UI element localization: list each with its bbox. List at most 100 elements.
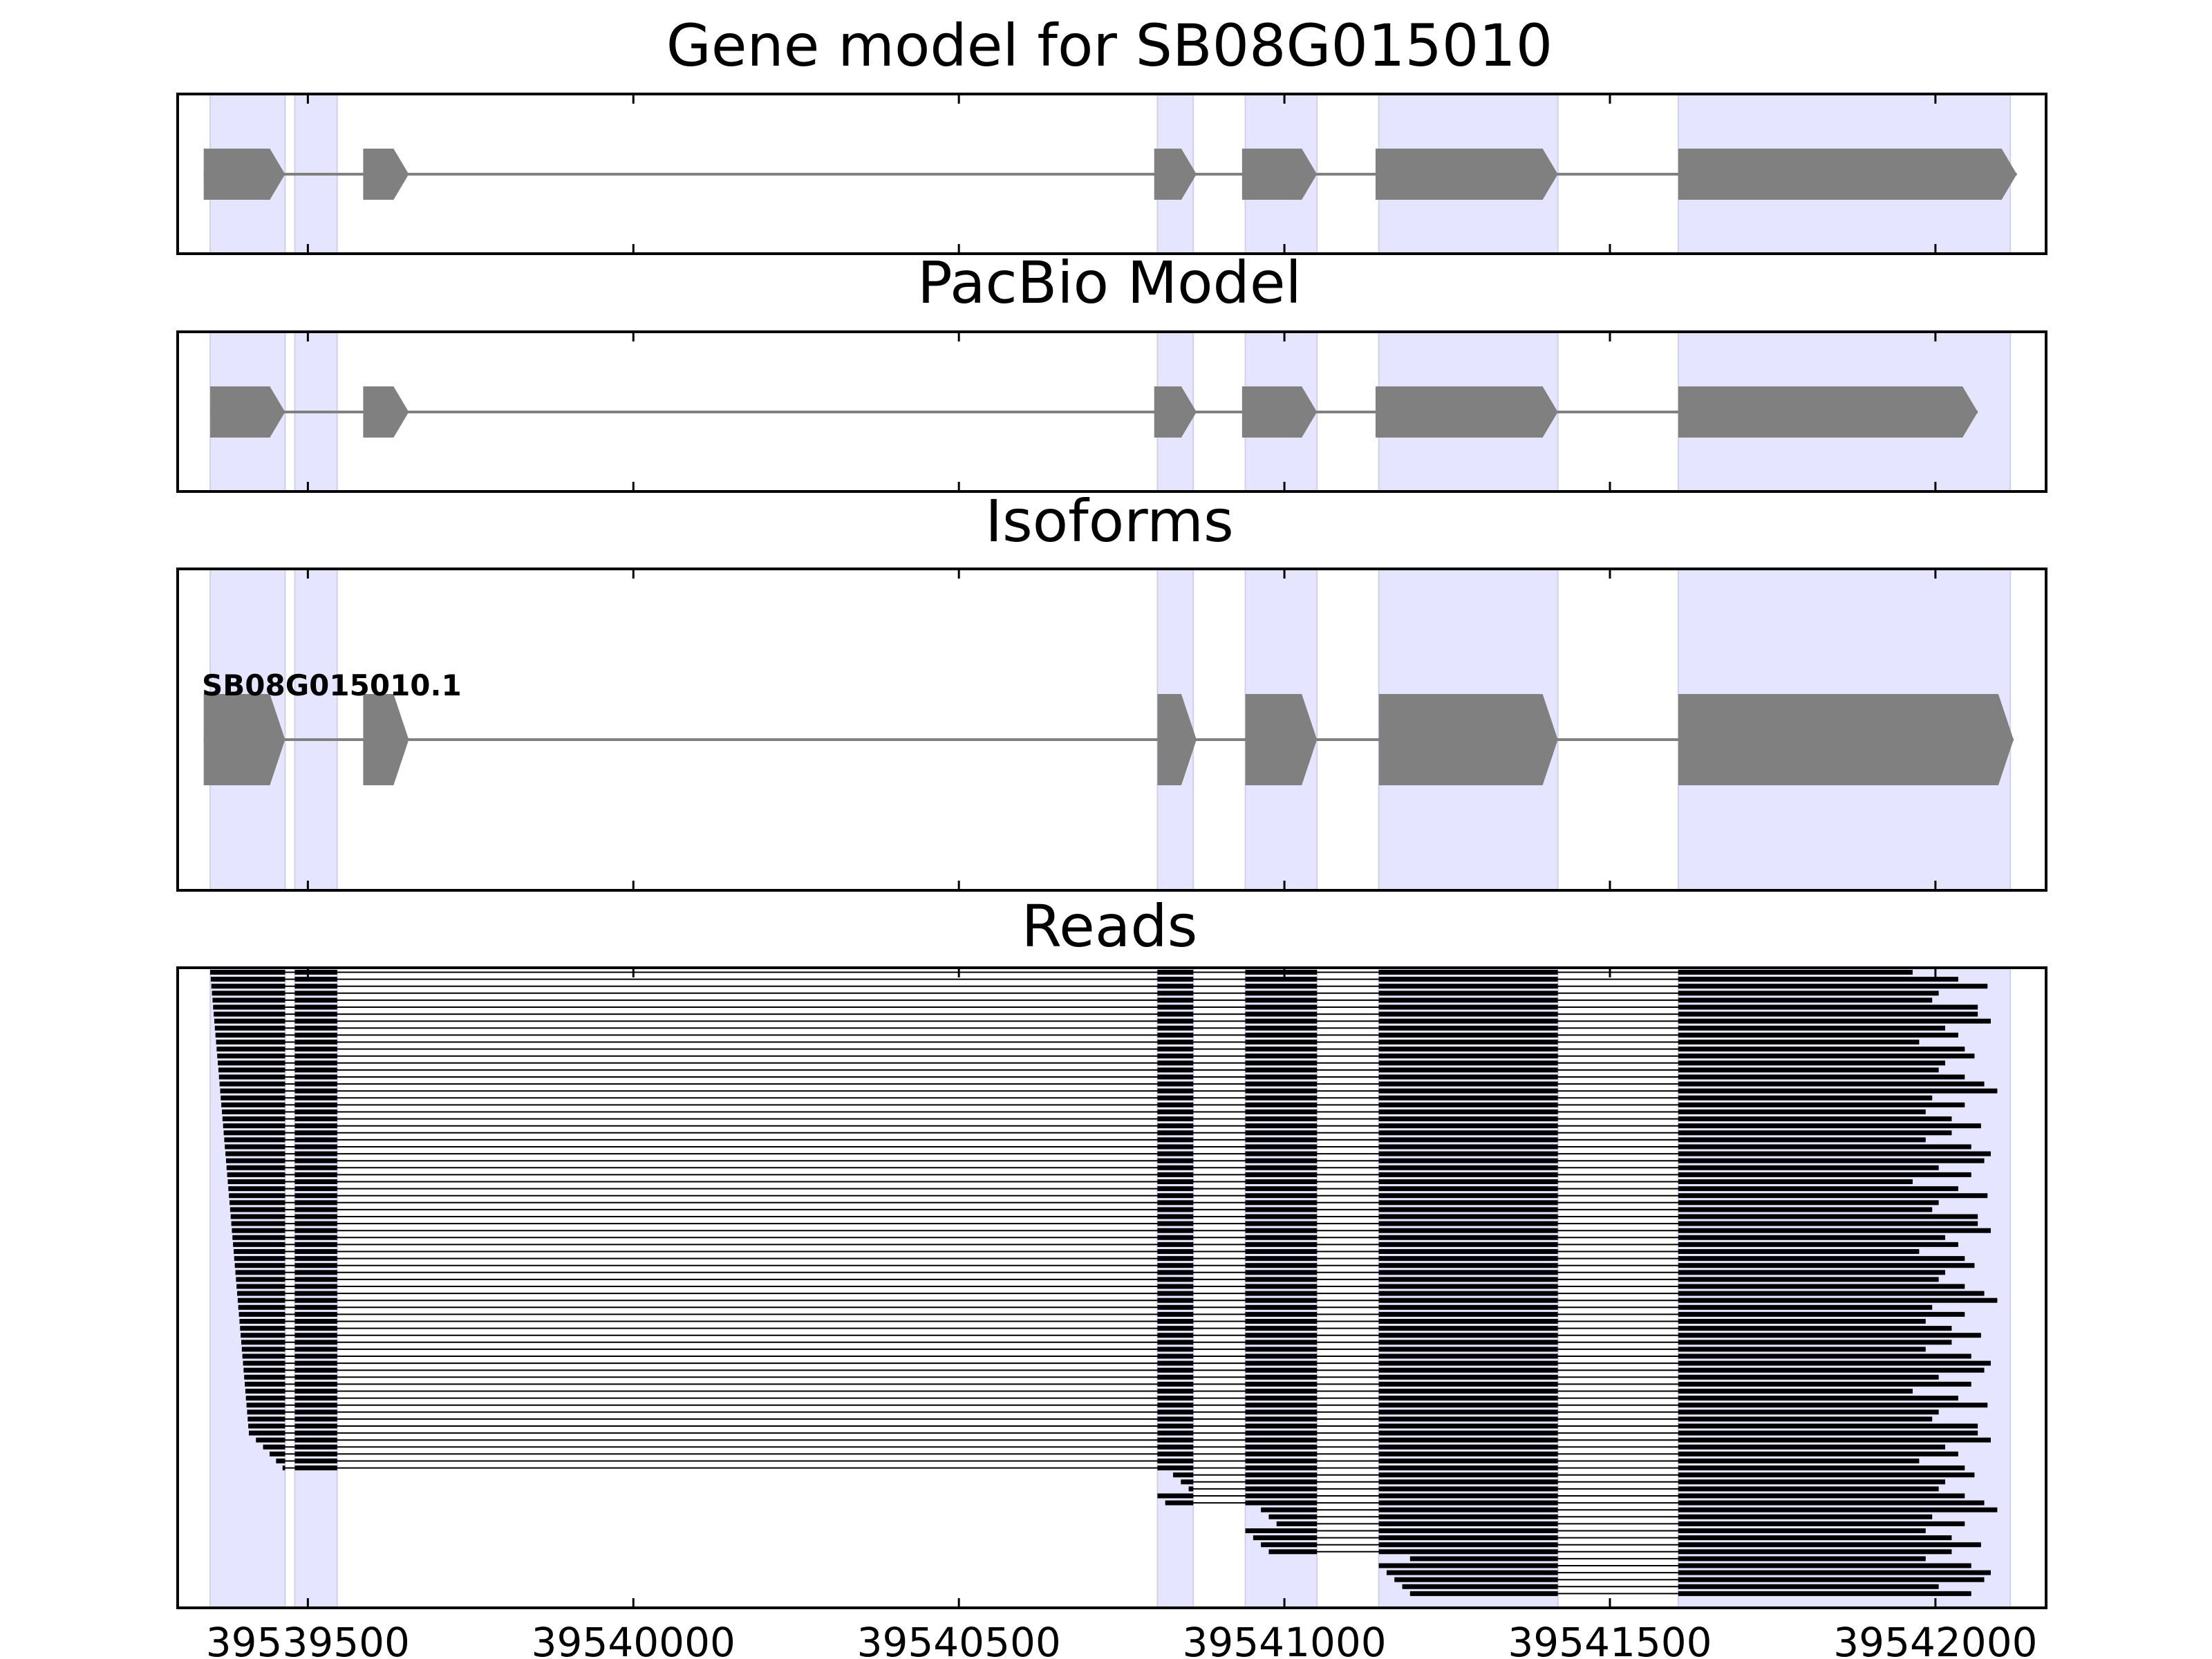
read-exon-block — [1678, 1060, 1946, 1066]
read — [221, 1102, 1965, 1107]
read-exon-block — [294, 1297, 337, 1303]
x-ticks — [306, 569, 1937, 890]
read — [245, 1396, 1958, 1401]
read-exon-block — [294, 1396, 337, 1401]
read-exon-block — [1245, 1144, 1318, 1150]
read-exon-block — [230, 1214, 285, 1219]
read-exon-block — [212, 997, 285, 1003]
read — [241, 1347, 1926, 1352]
panel-title-reads: Reads — [1022, 892, 1198, 960]
panel-frame — [176, 93, 2047, 255]
read-exon-block — [1157, 1053, 1194, 1059]
read-exon-block — [294, 1193, 337, 1199]
read-exon-block — [1678, 1067, 1939, 1073]
read-exon-block — [1678, 1591, 1971, 1596]
read-exon-block — [282, 1465, 285, 1471]
gene-model-track — [203, 149, 2017, 200]
read-exon-block — [1678, 997, 1933, 1003]
read-exon-block — [1245, 1263, 1318, 1268]
read — [1402, 1584, 1939, 1589]
read-exon-block — [1245, 1088, 1318, 1094]
read-exon-block — [1678, 1207, 1933, 1212]
read-exon-block — [1378, 977, 1558, 982]
read-exon-block — [1245, 1277, 1318, 1282]
read-exon-block — [1268, 1514, 1318, 1519]
read-exon-block — [294, 1081, 337, 1087]
read-exon-block — [1378, 1040, 1558, 1044]
isoform-exon-arrow — [203, 694, 285, 785]
read-exon-block — [1245, 991, 1318, 996]
read-exon-block — [1157, 1047, 1194, 1052]
read-exon-block — [294, 1367, 337, 1373]
read-exon-block — [1678, 1249, 1920, 1254]
read — [269, 1451, 1958, 1456]
read-exon-block — [1378, 1137, 1558, 1143]
read-exon-block — [1261, 1542, 1318, 1548]
read-exon-block — [294, 984, 337, 989]
read-exon-block — [1386, 1570, 1558, 1575]
read — [226, 1165, 1939, 1170]
read-exon-block — [1245, 1221, 1318, 1226]
read-exon-block — [294, 1374, 337, 1380]
read-exon-block — [269, 1451, 285, 1456]
read-exon-block — [212, 991, 285, 996]
read-exon-block — [1678, 1200, 1939, 1206]
read-exon-block — [1378, 1291, 1558, 1296]
read-exon-block — [1378, 1018, 1558, 1024]
read-exon-block — [1678, 1284, 1965, 1289]
read-exon-block — [1276, 1521, 1318, 1526]
read-exon-block — [1245, 1500, 1318, 1506]
read-exon-block — [1678, 1158, 1985, 1163]
read-exon-block — [1378, 1403, 1558, 1408]
read-exon-block — [1245, 1416, 1318, 1422]
read — [243, 1367, 1985, 1373]
read — [210, 977, 1958, 982]
read-exon-block — [294, 1409, 337, 1415]
read-exon-block — [1157, 1123, 1194, 1129]
read — [234, 1263, 1975, 1268]
exon-arrow — [1375, 386, 1558, 438]
isoform-exon-arrow — [1245, 694, 1318, 785]
read-exon-block — [1678, 1193, 1988, 1199]
read — [282, 1465, 1965, 1471]
read — [1386, 1570, 1991, 1575]
read-exon-block — [1245, 1095, 1318, 1100]
panel-pacbio-model: PacBio Model — [176, 249, 2047, 493]
read-exon-block — [1245, 970, 1318, 975]
read-exon-block — [1157, 1081, 1194, 1087]
read-exon-block — [1378, 1067, 1558, 1073]
read-exon-block — [229, 1207, 285, 1212]
read-exon-block — [1157, 991, 1194, 996]
read — [247, 1409, 1939, 1415]
read — [213, 1004, 1978, 1010]
read — [1409, 1556, 1926, 1562]
read-exon-block — [1378, 1144, 1558, 1150]
read-exon-block — [1678, 1151, 1991, 1156]
read-exon-block — [1678, 1500, 1985, 1506]
read-exon-block — [1378, 1109, 1558, 1114]
read — [223, 1123, 1981, 1129]
read-exon-block — [294, 1451, 337, 1456]
isoform-exon-arrow — [1157, 694, 1197, 785]
read-exon-block — [227, 1179, 285, 1184]
read-exon-block — [1245, 1353, 1318, 1359]
read-exon-block — [1678, 1347, 1926, 1352]
read-exon-block — [294, 1025, 337, 1031]
read-exon-block — [294, 1130, 337, 1136]
read-exon-block — [1378, 1116, 1558, 1122]
read-exon-block — [1678, 1479, 1946, 1485]
read-exon-block — [1394, 1577, 1558, 1582]
panel-frame — [176, 568, 2047, 892]
read-exon-block — [1378, 1451, 1558, 1456]
read-exon-block — [249, 1430, 285, 1436]
exon-arrow — [1241, 149, 1318, 200]
read — [241, 1340, 1952, 1345]
read — [228, 1186, 1958, 1192]
read-exon-block — [1678, 1563, 1971, 1568]
read-exon-block — [294, 1270, 337, 1275]
read-exon-block — [294, 1200, 337, 1206]
read — [215, 1032, 1958, 1038]
read-exon-block — [1157, 997, 1194, 1003]
read-exon-block — [294, 1109, 337, 1114]
x-ticks — [306, 94, 1937, 254]
